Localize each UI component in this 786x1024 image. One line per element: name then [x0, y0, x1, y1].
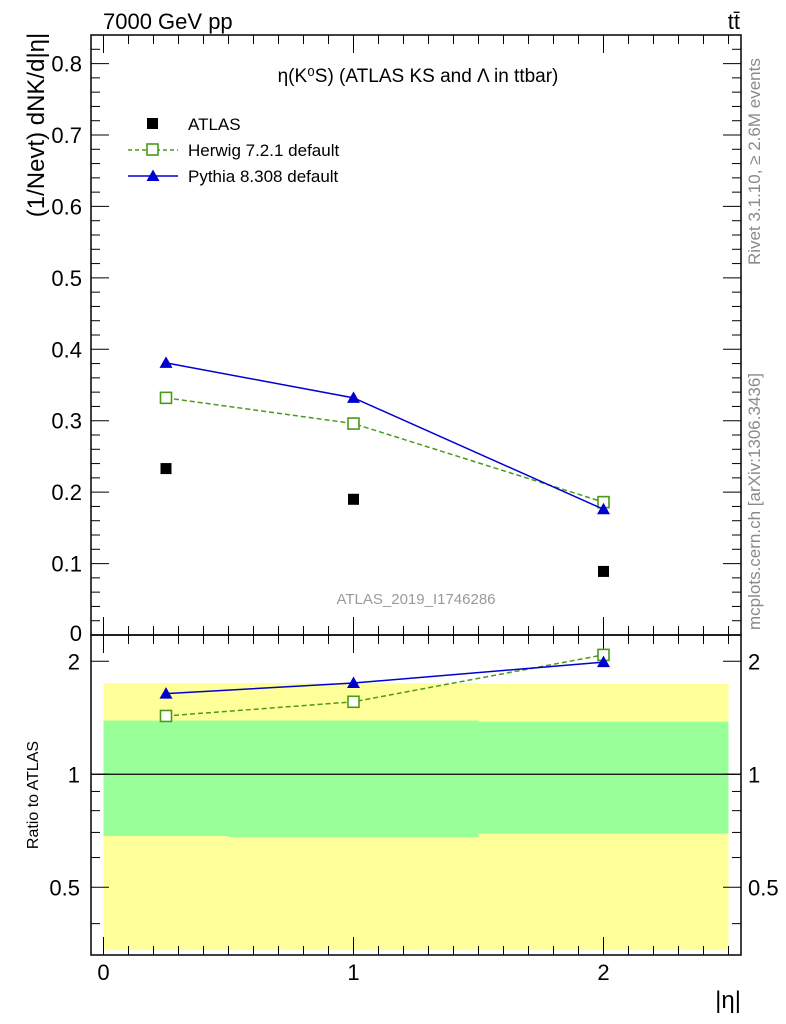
- series-line: [165, 397, 604, 503]
- ratio-panel: 0.5 0.5 1 1 2 2 0 1 2: [49, 635, 779, 985]
- energy-label: 7000 GeV pp: [103, 9, 233, 34]
- series-line: [165, 362, 604, 510]
- watermark-label: ATLAS_2019_I1746286: [336, 591, 495, 608]
- rivet-label: Rivet 3.1.10, ≥ 2.6M events: [745, 58, 764, 265]
- data-point-marker: [160, 463, 172, 475]
- data-point-marker: [159, 687, 173, 699]
- legend-label-herwig: Herwig 7.2.1 default: [188, 141, 339, 160]
- y-tick-label: 0.6: [51, 194, 82, 219]
- uncertainty-band: [103, 720, 229, 836]
- ratio-frame: [90, 634, 742, 956]
- x-tick-label: 0: [97, 960, 109, 985]
- uncertainty-band: [228, 720, 479, 838]
- legend-label-atlas: ATLAS: [188, 115, 241, 134]
- x-tick-label: 2: [597, 960, 609, 985]
- uncertainty-band: [478, 721, 729, 834]
- ratio-y-tick-label: 0.5: [49, 875, 80, 900]
- y-tick-label: 0.5: [51, 266, 82, 291]
- data-point-marker: [347, 417, 360, 430]
- y-tick-label: 0.2: [51, 480, 82, 505]
- y-tick-label: 0.1: [51, 552, 82, 577]
- ratio-y-axis-label: Ratio to ATLAS: [25, 741, 42, 849]
- ratio-y-tick-label: 2: [68, 649, 80, 674]
- main-title: η(K⁰S) (ATLAS KS and Λ in ttbar): [278, 66, 559, 87]
- data-point-marker: [597, 502, 610, 515]
- ratio-y-tick-label-right: 1: [748, 762, 760, 787]
- legend-marker-atlas: [147, 118, 158, 129]
- data-point-marker: [347, 695, 360, 709]
- data-point-marker: [159, 356, 173, 368]
- data-point-marker: [348, 493, 359, 505]
- legend: ATLAS Herwig 7.2.1 default Pythia 8.308 …: [128, 115, 339, 186]
- data-point-marker: [347, 676, 360, 689]
- x-axis-label: |η|: [715, 987, 741, 1014]
- y-tick-label: 0.7: [51, 123, 82, 148]
- x-tick-label: 1: [347, 960, 359, 985]
- mcplots-label: mcplots.cern.ch [arXiv:1306.3436]: [745, 373, 764, 630]
- data-point-marker: [159, 391, 173, 405]
- ratio-y-tick-label: 1: [68, 762, 80, 787]
- ratio-y-tick-label-right: 0.5: [748, 875, 779, 900]
- data-point-marker: [598, 565, 609, 577]
- legend-marker-pythia: [146, 169, 160, 181]
- data-point-marker: [347, 391, 360, 403]
- legend-label-pythia: Pythia 8.308 default: [188, 167, 339, 186]
- legend-marker-herwig: [146, 143, 159, 156]
- y-tick-label: 0: [70, 621, 82, 646]
- data-point-marker: [597, 655, 610, 668]
- process-label: tt̄: [728, 9, 740, 34]
- y-tick-label: 0.8: [51, 52, 82, 77]
- y-tick-label: 0.4: [51, 337, 82, 362]
- y-axis-label: (1/Nevt) dNK/d|η|: [23, 33, 50, 218]
- data-point-marker: [159, 709, 173, 723]
- main-panel: 0.1 0.2 0.3 0.4 0.5 0.6 0.7 0.8 0: [51, 34, 741, 646]
- y-tick-label: 0.3: [51, 409, 82, 434]
- ratio-y-tick-label-right: 2: [748, 649, 760, 674]
